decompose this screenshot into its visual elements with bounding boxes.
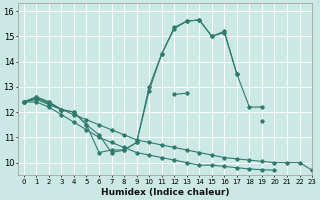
X-axis label: Humidex (Indice chaleur): Humidex (Indice chaleur) <box>100 188 229 197</box>
